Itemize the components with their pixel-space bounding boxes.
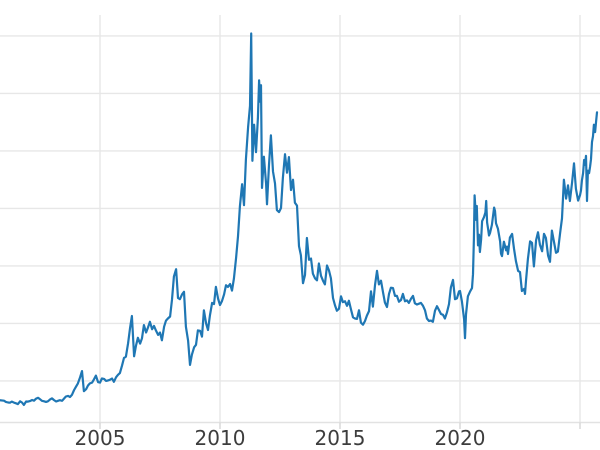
x-tick-label: 2020 xyxy=(435,426,486,450)
x-tick-label: 2015 xyxy=(315,426,366,450)
x-tick-label: 2010 xyxy=(195,426,246,450)
price-line xyxy=(0,32,599,406)
x-tick-label: 2005 xyxy=(75,426,126,450)
